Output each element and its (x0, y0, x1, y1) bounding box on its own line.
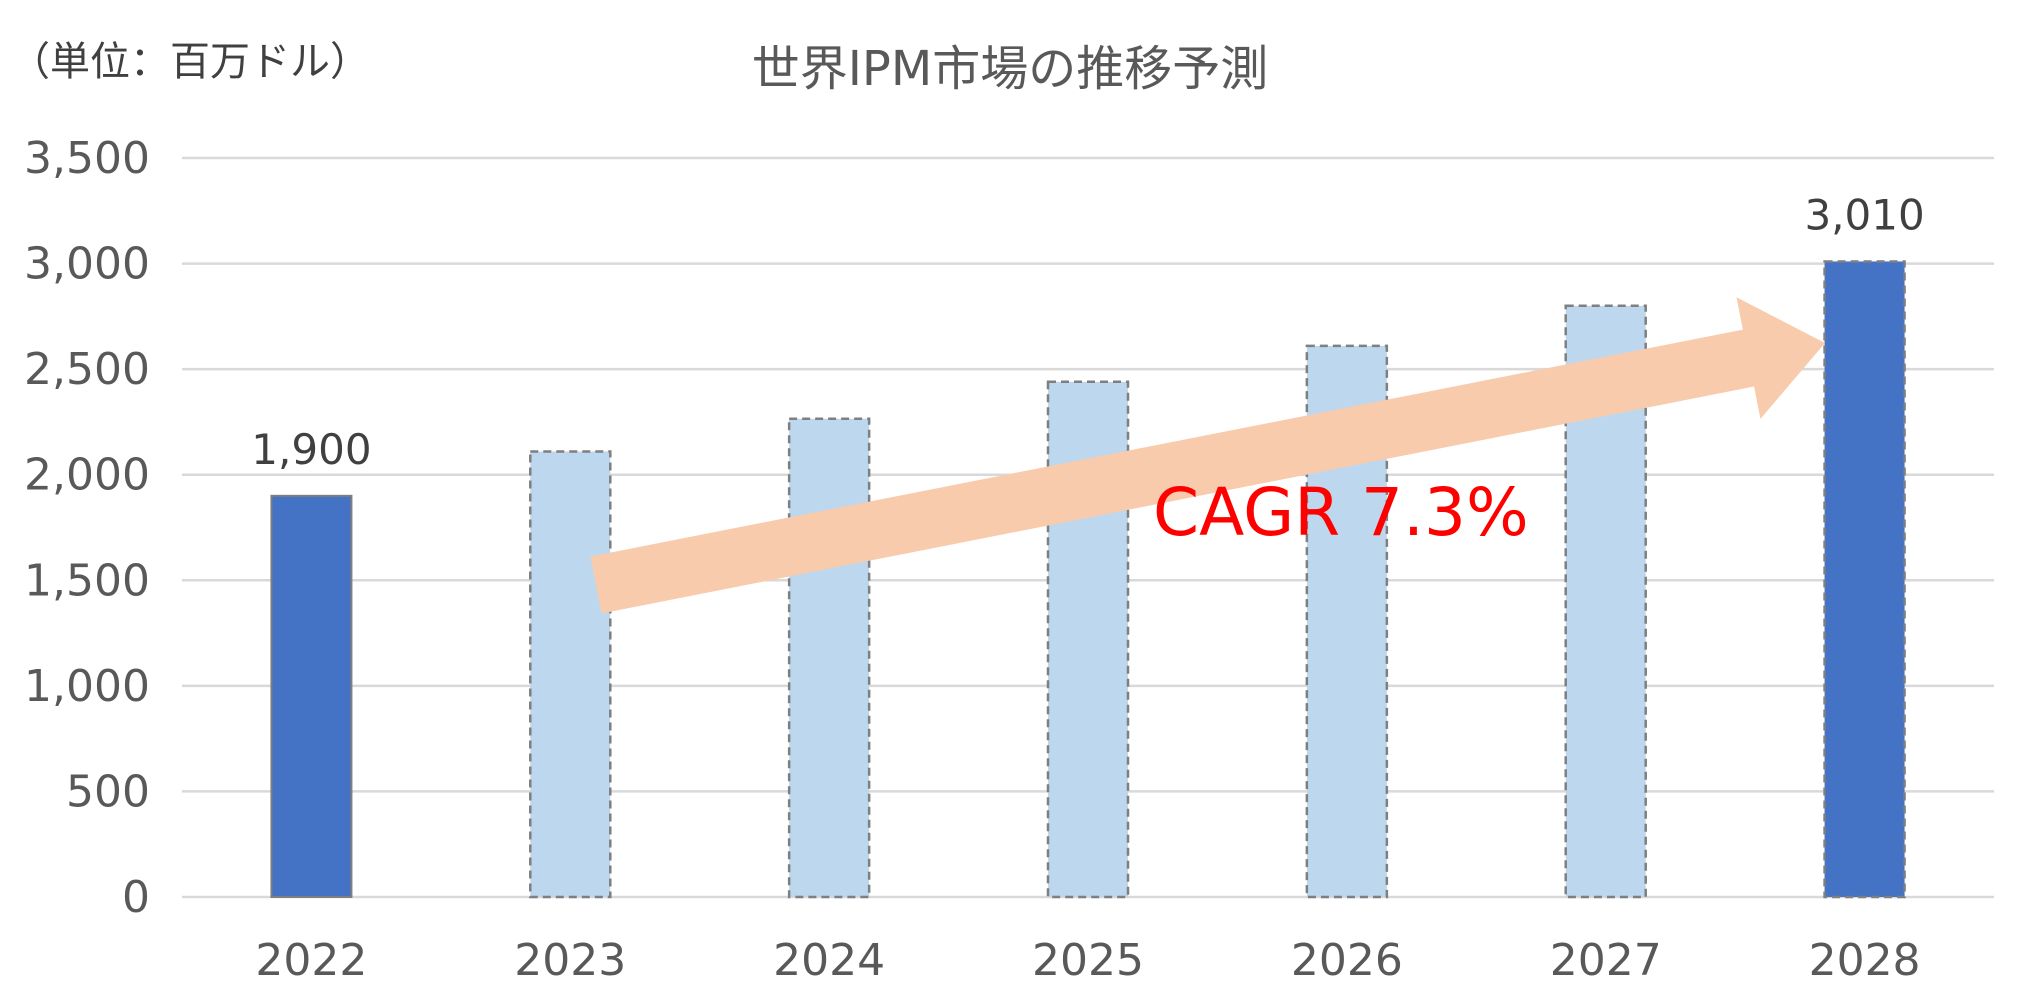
x-tick-label: 2028 (1809, 935, 1921, 986)
x-tick-label: 2027 (1550, 935, 1662, 986)
x-tick-label: 2026 (1291, 935, 1403, 986)
x-tick-label: 2023 (514, 935, 626, 986)
bar-2028 (1823, 260, 1906, 899)
y-tick-label: 3,000 (24, 239, 150, 290)
y-tick-label: 1,500 (24, 555, 150, 606)
cagr-annotation: CAGR 7.3% (1153, 474, 1529, 551)
y-tick-label: 3,500 (24, 133, 150, 184)
y-tick-label: 2,000 (24, 450, 150, 501)
data-label: 3,010 (1804, 190, 1924, 239)
y-tick-label: 1,000 (24, 661, 150, 712)
x-tick-label: 2025 (1032, 935, 1144, 986)
x-tick-label: 2024 (773, 935, 885, 986)
y-tick-label: 500 (66, 766, 150, 817)
cagr-arrow (590, 297, 1826, 614)
data-label: 1,900 (251, 425, 371, 474)
y-tick-label: 2,500 (24, 344, 150, 395)
unit-label: （単位：百万ドル） (10, 39, 370, 85)
y-tick-label: 0 (122, 872, 150, 923)
chart-title: 世界IPM市場の推移予測 (752, 41, 1269, 97)
bar-2023 (529, 450, 612, 899)
bar-2024 (787, 417, 871, 899)
bar-2022 (270, 494, 353, 898)
x-tick-label: 2022 (255, 935, 367, 986)
